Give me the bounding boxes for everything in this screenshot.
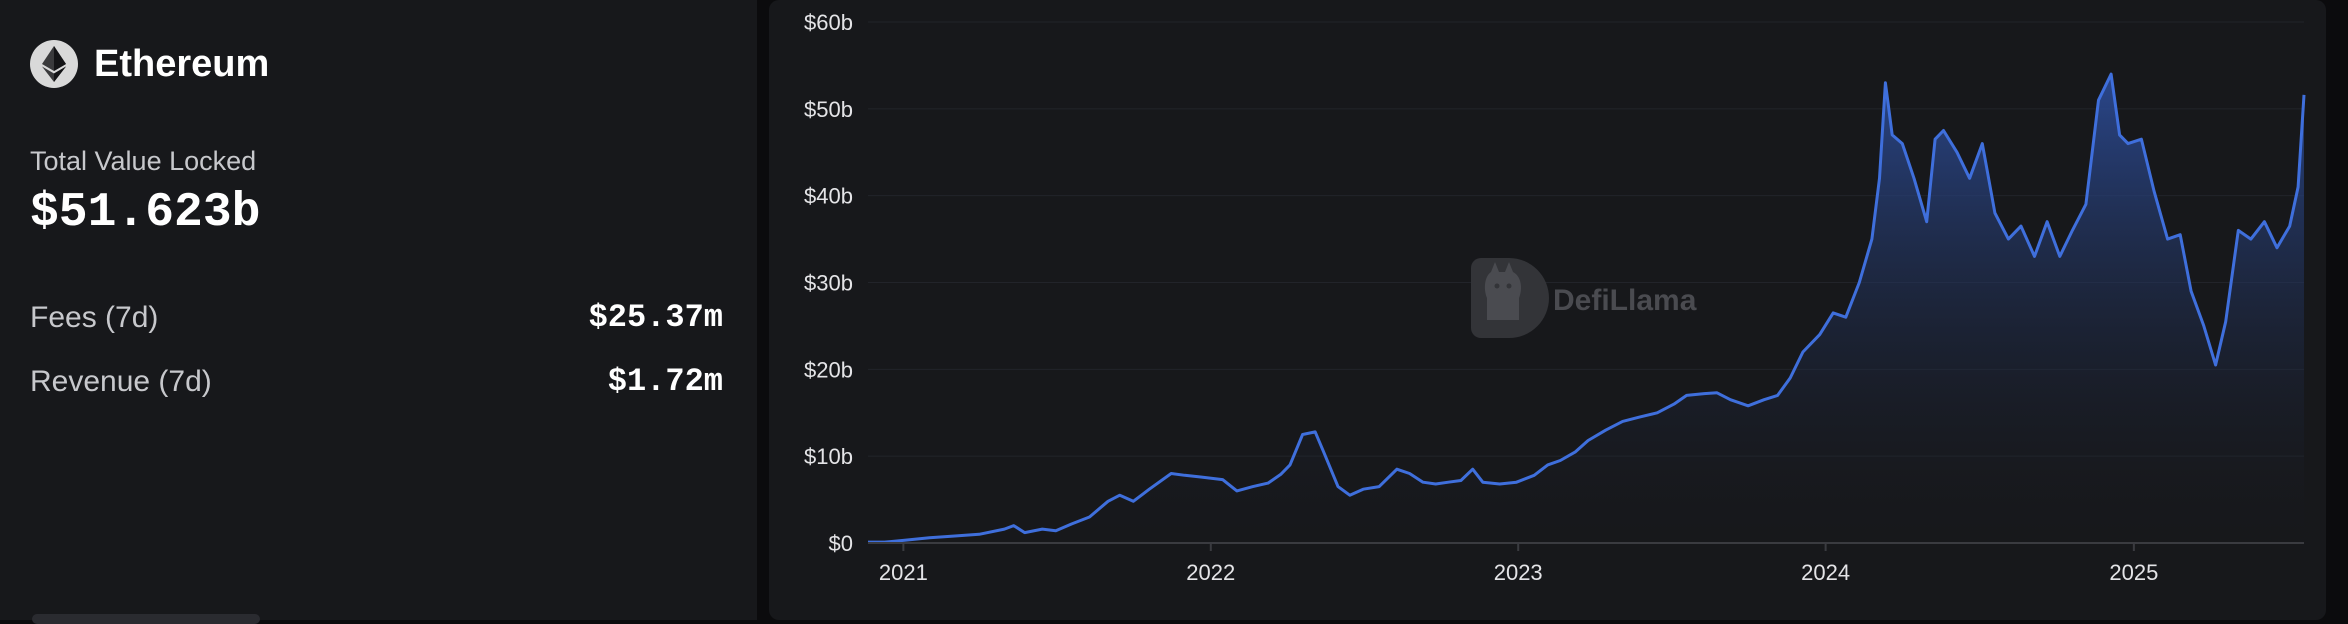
y-tick-label: $50b [804, 97, 853, 122]
tvl-value: $51.623b [30, 186, 261, 240]
chart-panel: $0 $10b $20b $30b $40b $50b $60b DefiLlama 202… [769, 0, 2326, 620]
x-tick-label: 2021 [879, 560, 928, 585]
fees-label: Fees (7d) [30, 300, 159, 334]
y-tick-label: $10b [804, 444, 853, 469]
y-tick-label: $40b [804, 184, 853, 209]
tvl-chart[interactable]: $0 $10b $20b $30b $40b $50b $60b DefiLlama 202… [769, 0, 2326, 620]
chain-name: Ethereum [94, 42, 270, 85]
revenue-label: Revenue (7d) [30, 364, 212, 398]
revenue-row: Revenue (7d) $1.72m [30, 363, 723, 400]
x-tick-label: 2023 [1494, 560, 1543, 585]
tvl-label: Total Value Locked [30, 146, 257, 176]
fees-row: Fees (7d) $25.37m [30, 299, 723, 336]
x-tick-label: 2024 [1801, 560, 1850, 585]
tvl-series-line[interactable] [868, 72, 2306, 544]
watermark-text: DefiLlama [1553, 284, 1697, 317]
y-tick-label: $60b [804, 10, 853, 35]
y-axis: $0 $10b $20b $30b $40b $50b $60b [804, 10, 853, 556]
tvl-area-fill [868, 74, 2304, 543]
grid-lines [868, 21, 2304, 457]
ethereum-icon [30, 40, 78, 88]
y-tick-label: $30b [804, 271, 853, 296]
more-tab-stub[interactable] [32, 614, 260, 624]
x-tick-label: 2025 [2109, 560, 2158, 585]
fees-value: $25.37m [588, 299, 723, 336]
defillama-logo-icon [1471, 258, 1549, 338]
watermark: DefiLlama [1471, 258, 1697, 338]
x-tick-label: 2022 [1186, 560, 1235, 585]
y-tick-label: $0 [829, 531, 853, 556]
x-axis: 2021 2022 2023 2024 2025 [879, 543, 2158, 585]
revenue-value: $1.72m [607, 363, 723, 400]
summary-panel: Ethereum Total Value Locked $51.623b Fee… [0, 0, 757, 624]
chain-header: Ethereum [30, 40, 269, 88]
y-tick-label: $20b [804, 357, 853, 382]
